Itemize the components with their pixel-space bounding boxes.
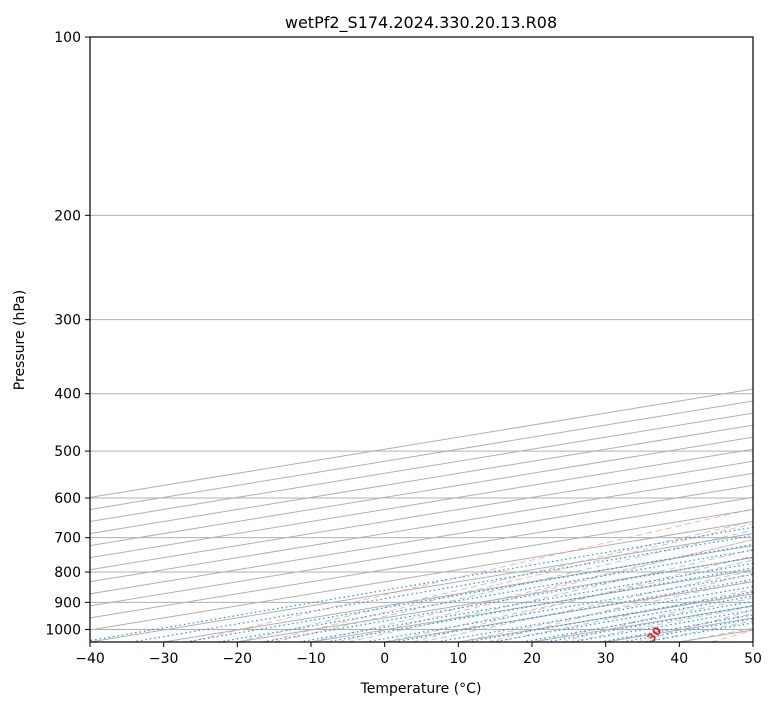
x-tick-label: 0 [380,651,389,667]
isotherm-line [90,472,753,583]
x-tick-label: 30 [597,651,615,667]
y-tick-label: 900 [54,595,81,611]
plot-frame [89,36,754,643]
moist-adiabat-line [421,569,753,642]
chart-title: wetPf2_S174.2024.330.20.13.R08 [285,13,557,33]
grid-layer [90,37,753,642]
y-tick-label: 700 [54,531,81,547]
x-tick-label: −40 [75,651,105,667]
dry-adiabat-line [263,523,753,642]
y-tick-label: 800 [54,565,81,581]
x-axis-title: Temperature (°C) [360,681,482,697]
x-tick-label: −30 [149,651,179,667]
mixing-ratio-line [436,585,753,642]
dry-adiabat-line [338,539,753,642]
mixing-ratio-line [325,567,753,642]
isotherm-line [90,484,753,595]
y-axis-title: Pressure (hPa) [12,290,28,390]
x-tick-label: 20 [523,651,541,667]
x-tick-label: 10 [449,651,467,667]
y-tick-label: 500 [54,444,81,460]
isotherm-line [90,496,753,607]
x-tick-label: −10 [296,651,326,667]
x-tick-label: 40 [670,651,688,667]
moist-adiabat-line [531,597,753,642]
mixing-ratio-line [394,578,753,642]
tick-layer: −40 −30 −20 −10 0 10 20 30 40 50 100 200 300 400 500 60… [45,30,762,667]
mixing-ratio-line [185,543,753,642]
moist-adiabat-line [274,529,753,642]
x-tick-label: −20 [223,651,253,667]
isotherm-line [90,460,753,571]
isotherm-line [90,436,753,547]
isotherm-line [90,508,753,619]
isotherm-line [90,521,753,631]
mixing-ratio-line [365,573,753,642]
dry-adiabat-line [562,590,753,642]
moist-adiabat-line [237,520,753,642]
moist-adiabat-line [495,589,753,642]
y-tick-label: 1000 [45,622,81,638]
x-tick-label: 50 [744,651,762,667]
y-tick-label: 600 [54,491,81,507]
y-tick-label: 100 [54,30,81,46]
y-tick-label: 400 [54,387,81,403]
y-tick-label: 300 [54,313,81,329]
moist-adiabat-line [347,549,753,642]
isotherm-line [90,448,753,559]
y-tick-label: 200 [54,208,81,224]
